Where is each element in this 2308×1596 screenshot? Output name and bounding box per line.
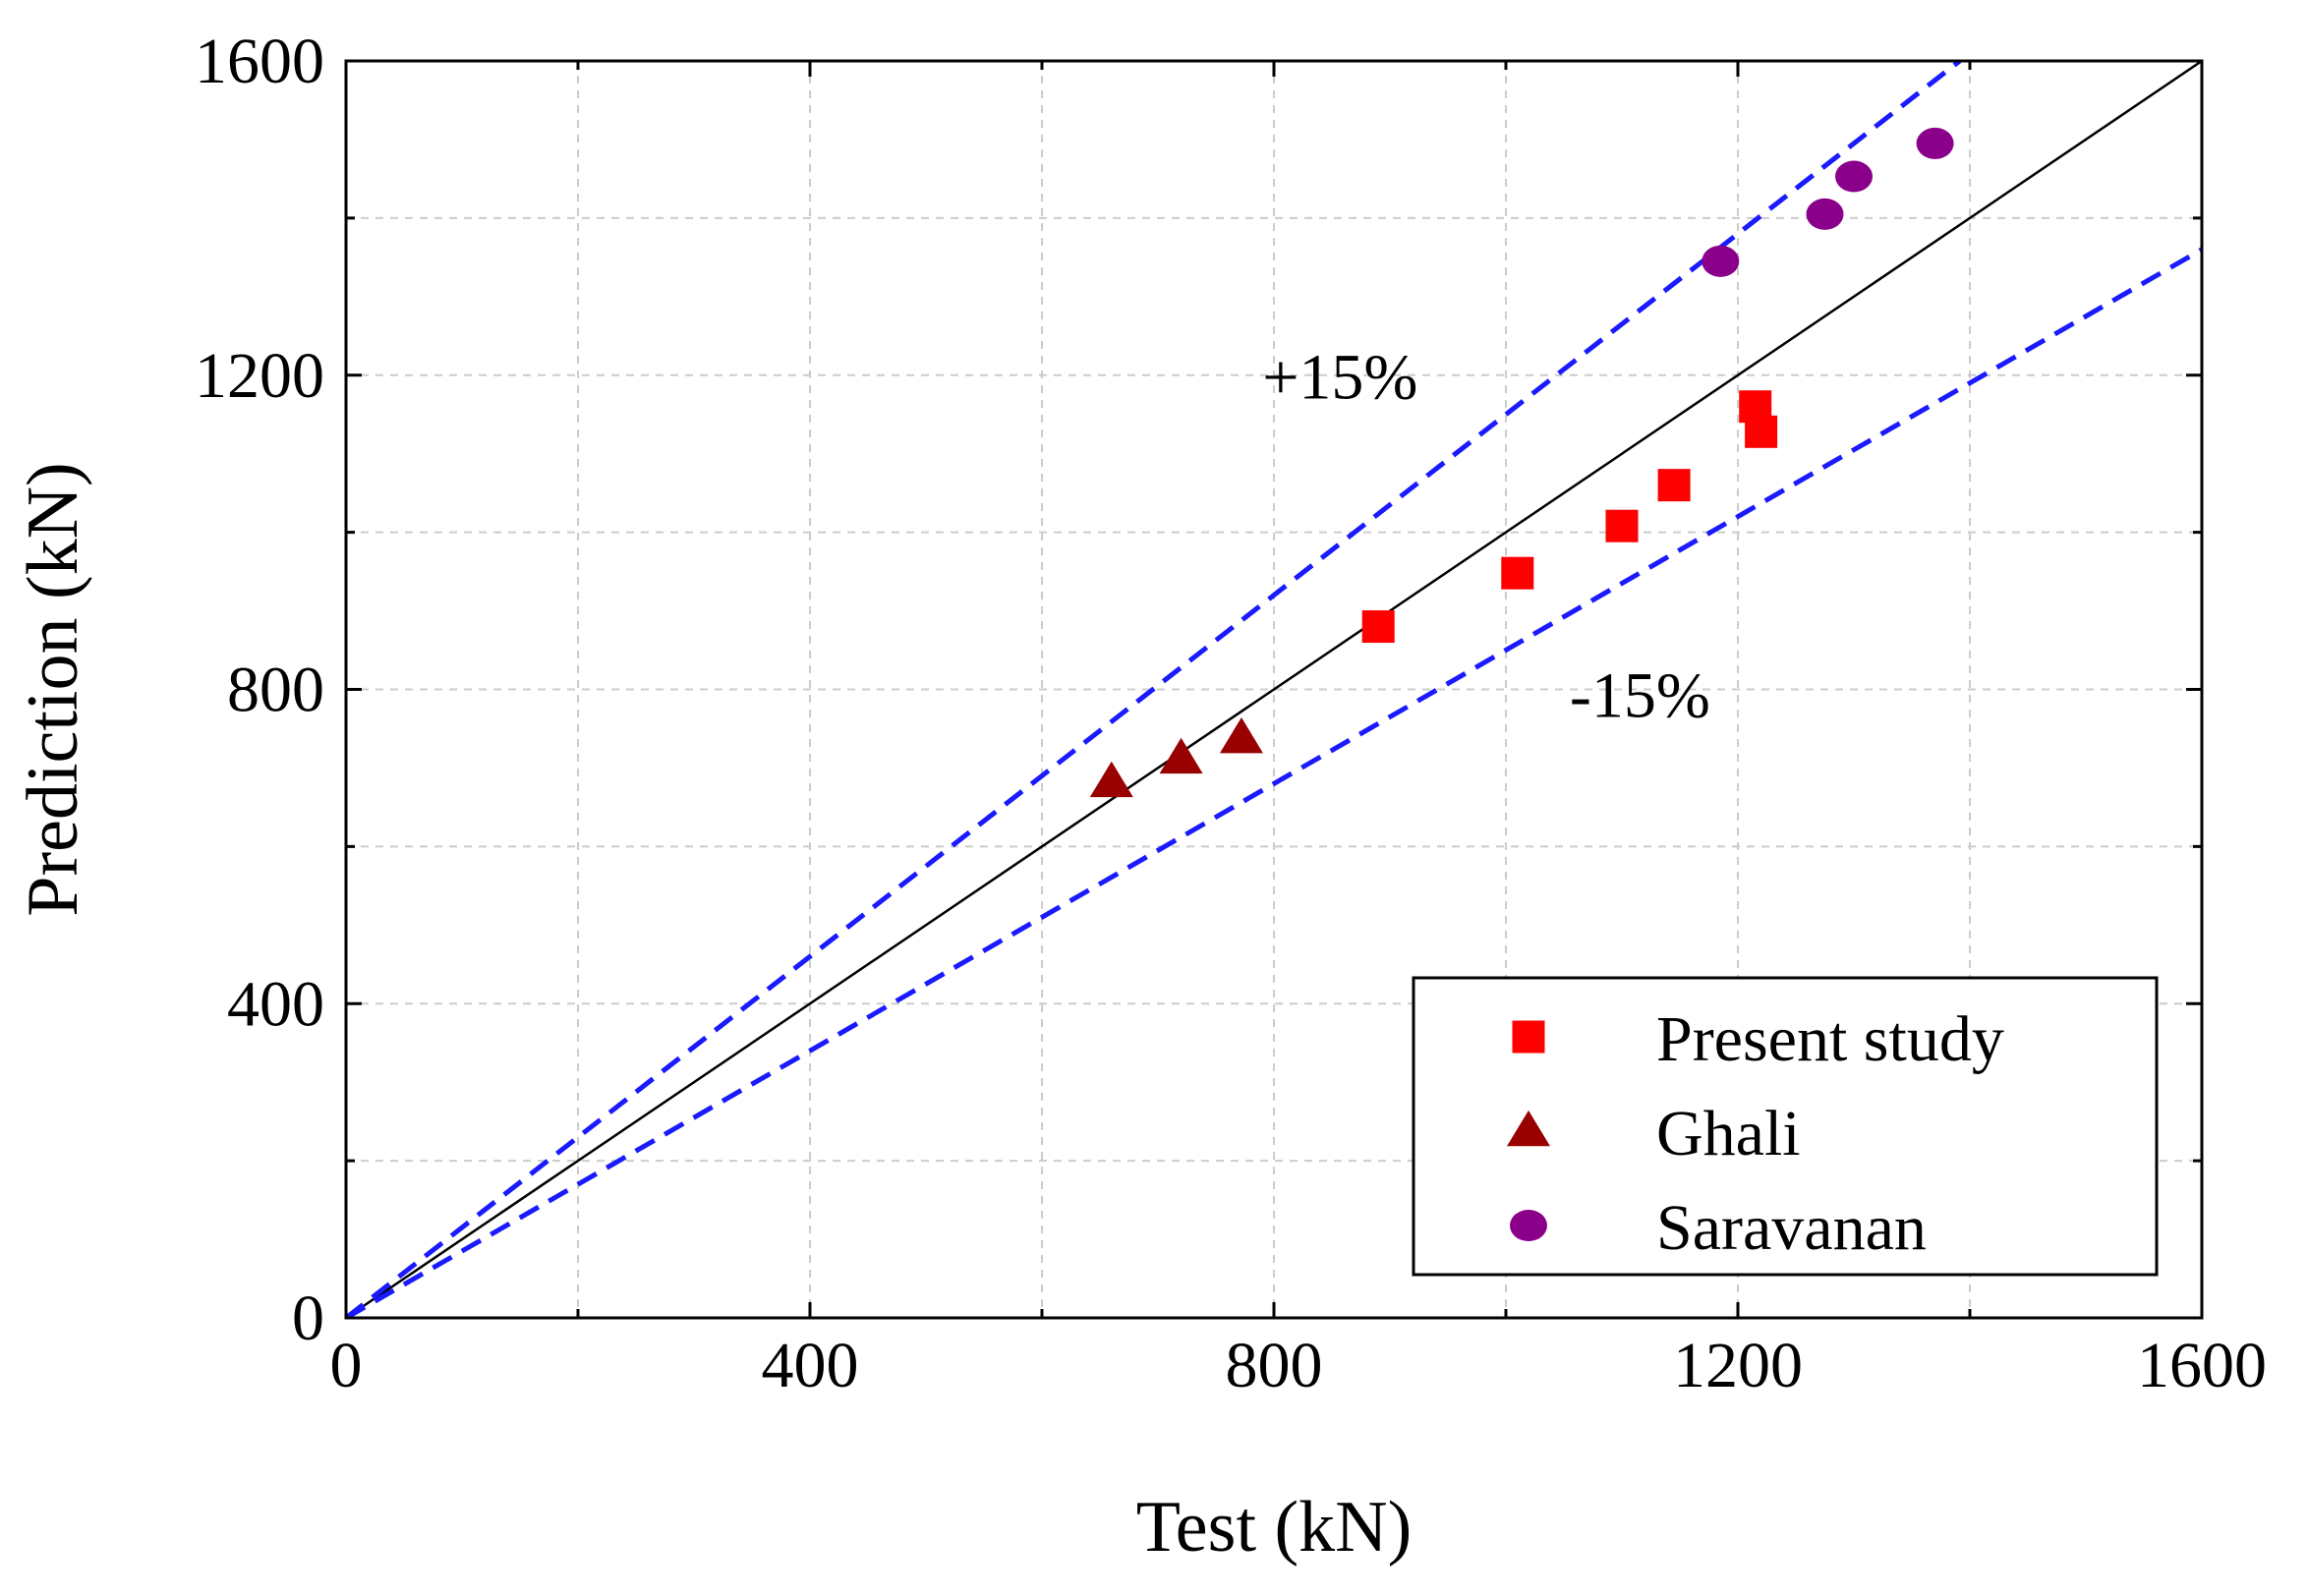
present-study-point-3 bbox=[1605, 509, 1639, 542]
x-tick-label-1600: 1600 bbox=[2137, 1330, 2267, 1401]
y-axis-title: Prediction (kN) bbox=[13, 462, 93, 916]
x-axis-title: Test (kN) bbox=[1136, 1487, 1412, 1568]
minus15-label: -15% bbox=[1570, 659, 1710, 731]
present-study-point-1 bbox=[1361, 610, 1395, 644]
axes-layer bbox=[344, 59, 2204, 1320]
ghali-point-2 bbox=[1159, 737, 1203, 774]
present-study-point-4 bbox=[1657, 469, 1691, 502]
y-tick-label-1600: 1600 bbox=[195, 26, 324, 97]
legend-label-ghali: Ghali bbox=[1656, 1098, 1801, 1169]
legend-layer: Present study Ghali Saravanan bbox=[1412, 976, 2159, 1277]
data-marks-layer bbox=[1089, 127, 1954, 798]
x-tick-label-0: 0 bbox=[330, 1330, 363, 1401]
present-study-point-6 bbox=[1745, 415, 1778, 448]
ghali-point-3 bbox=[1219, 716, 1263, 754]
ghali-point-1 bbox=[1089, 761, 1133, 798]
reference-line-identity bbox=[346, 61, 2202, 1318]
x-tick-label-800: 800 bbox=[1226, 1330, 1323, 1401]
reference-lines-layer bbox=[346, 61, 2202, 1318]
plus15-label: +15% bbox=[1262, 342, 1417, 414]
y-tick-label-1200: 1200 bbox=[195, 340, 324, 412]
labels-layer: +15% -15% 0 400 800 1200 1600 0 400 800 1200 1600 Te… bbox=[13, 26, 2267, 1568]
y-tick-label-800: 800 bbox=[227, 655, 324, 726]
reference-line-plus15 bbox=[346, 61, 1962, 1318]
legend-marker-saravanan bbox=[1510, 1210, 1547, 1241]
x-tick-label-400: 400 bbox=[762, 1330, 859, 1401]
present-study-point-2 bbox=[1501, 556, 1534, 590]
saravanan-point-3 bbox=[1835, 160, 1873, 193]
x-tick-label-1200: 1200 bbox=[1673, 1330, 1803, 1401]
saravanan-point-4 bbox=[1916, 127, 1954, 159]
legend-marker-present-study bbox=[1512, 1020, 1545, 1054]
saravanan-point-2 bbox=[1806, 198, 1844, 230]
reference-line-minus15 bbox=[346, 247, 2202, 1318]
legend-label-saravanan: Saravanan bbox=[1656, 1192, 1927, 1264]
y-tick-label-0: 0 bbox=[292, 1282, 324, 1354]
legend-label-present-study: Present study bbox=[1656, 1003, 2004, 1075]
legend-marker-ghali bbox=[1507, 1110, 1550, 1147]
saravanan-point-1 bbox=[1702, 245, 1740, 277]
y-tick-label-400: 400 bbox=[227, 968, 324, 1040]
